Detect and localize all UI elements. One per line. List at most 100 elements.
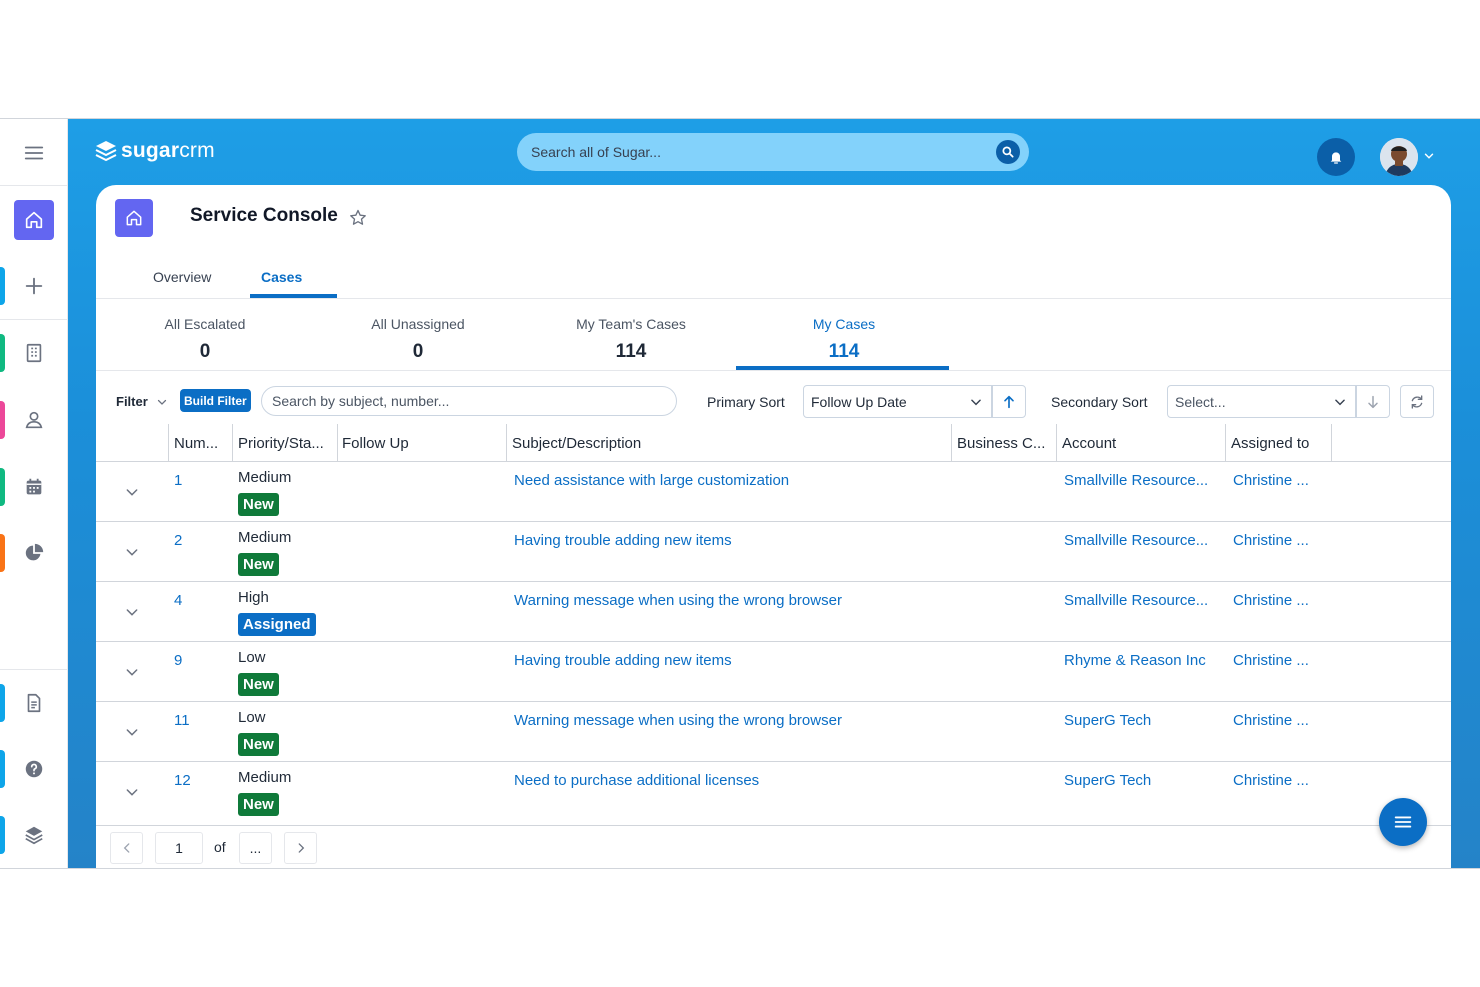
home-icon[interactable] [14,200,54,240]
case-number[interactable]: 2 [174,532,183,549]
stat-value: 0 [412,341,424,362]
assigned-user-link[interactable]: Christine ... [1233,472,1309,489]
chevron-down-icon [1335,399,1345,406]
account-link[interactable]: Smallville Resource... [1064,472,1209,489]
global-search-input[interactable] [531,144,971,160]
chevron-down-icon[interactable] [124,604,140,620]
table-row[interactable]: 4 High Assigned Warning message when usi… [96,581,1451,641]
chevron-down-icon[interactable] [124,544,140,560]
case-number[interactable]: 12 [174,772,191,789]
account-link[interactable]: Rhyme & Reason Inc [1064,652,1206,669]
sugarcrm-logo[interactable]: sugar crm [94,139,215,163]
assigned-user-link[interactable]: Christine ... [1233,652,1309,669]
stat-all-unassigned[interactable]: All Unassigned 0 [328,316,508,363]
primary-sort-direction[interactable] [992,385,1026,418]
primary-sort-label: Primary Sort [707,394,785,410]
table-row[interactable]: 12 Medium New Need to purchase additiona… [96,761,1451,821]
build-filter-button[interactable]: Build Filter [180,389,251,412]
stat-my-teams-cases[interactable]: My Team's Cases 114 [541,316,721,363]
case-subject-link[interactable]: Having trouble adding new items [514,652,732,669]
service-console-card: Service Console Overview Cases All Escal… [96,185,1451,868]
case-subject-link[interactable]: Need assistance with large customization [514,472,790,489]
bell-icon[interactable] [1317,138,1355,176]
table-row[interactable]: 11 Low New Warning message when using th… [96,701,1451,761]
next-page-button[interactable] [284,832,317,864]
case-search-input[interactable] [261,386,677,416]
building-icon[interactable] [14,333,54,373]
page-of-label: of [214,839,226,855]
chevron-left-icon [123,843,129,853]
case-subject-link[interactable]: Need to purchase additional licenses [514,772,760,789]
case-subject-link[interactable]: Warning message when using the wrong bro… [514,712,842,729]
plus-icon[interactable] [14,266,54,306]
table-row[interactable]: 9 Low New Having trouble adding new item… [96,641,1451,701]
column-account[interactable]: Account [1062,435,1117,452]
quick-actions-button[interactable] [1379,798,1427,846]
column-subject[interactable]: Subject/Description [512,435,642,452]
filter-dropdown[interactable]: Filter [116,394,168,409]
assigned-user-link[interactable]: Christine ... [1233,532,1309,549]
tab-overview[interactable]: Overview [153,269,212,285]
account-link[interactable]: SuperG Tech [1064,712,1152,729]
avatar[interactable] [1380,138,1418,176]
stat-label: My Cases [812,316,876,332]
case-subject-link[interactable]: Warning message when using the wrong bro… [514,592,842,609]
status-badge: New [238,733,279,756]
home-icon [115,199,153,237]
layers-icon[interactable] [14,815,54,855]
menu-icon [1394,816,1412,828]
secondary-sort-direction[interactable] [1356,385,1390,418]
column-assigned-to[interactable]: Assigned to [1231,435,1310,452]
current-page-input[interactable]: 1 [155,832,203,864]
chevron-down-icon[interactable] [1422,149,1436,168]
column-number[interactable]: Num... [174,435,219,452]
case-subject-link[interactable]: Having trouble adding new items [514,532,732,549]
account-link[interactable]: Smallville Resource... [1064,592,1209,609]
arrow-down-icon [1368,395,1378,408]
case-number[interactable]: 1 [174,472,183,489]
total-pages-button[interactable]: ... [239,832,272,864]
account-link[interactable]: Smallville Resource... [1064,532,1209,549]
calendar-icon[interactable] [14,467,54,507]
pie-chart-icon[interactable] [14,533,54,573]
case-priority: Low [238,709,266,726]
column-follow-up[interactable]: Follow Up [342,435,409,452]
star-icon[interactable] [348,208,368,233]
table-row[interactable]: 2 Medium New Having trouble adding new i… [96,521,1451,581]
chevron-down-icon[interactable] [124,724,140,740]
stat-my-cases[interactable]: My Cases 114 [754,316,934,363]
menu-icon[interactable] [14,133,54,173]
global-search[interactable] [517,133,1029,171]
chevron-down-icon[interactable] [124,484,140,500]
case-priority: Low [238,649,266,666]
primary-sort-select[interactable]: Follow Up Date [803,385,992,418]
search-icon[interactable] [996,140,1020,164]
case-number[interactable]: 9 [174,652,183,669]
pagination: 1 of ... [96,825,1451,868]
help-icon[interactable] [14,749,54,789]
chevron-down-icon[interactable] [124,664,140,680]
assigned-user-link[interactable]: Christine ... [1233,712,1309,729]
case-priority: Medium [238,769,292,786]
table-row[interactable]: 1 Medium New Need assistance with large … [96,461,1451,521]
account-link[interactable]: SuperG Tech [1064,772,1152,789]
chevron-down-icon[interactable] [124,784,140,800]
document-icon[interactable] [14,683,54,723]
assigned-user-link[interactable]: Christine ... [1233,592,1309,609]
secondary-sort-select[interactable]: Select... [1167,385,1356,418]
stat-label: All Escalated [164,316,246,332]
status-badge: Assigned [238,613,316,636]
stat-all-escalated[interactable]: All Escalated 0 [115,316,295,363]
case-number[interactable]: 4 [174,592,183,609]
stat-value: 114 [828,341,860,362]
person-icon[interactable] [14,400,54,440]
refresh-button[interactable] [1400,385,1434,418]
column-business-center[interactable]: Business C... [957,435,1046,452]
tab-cases[interactable]: Cases [261,269,303,285]
assigned-user-link[interactable]: Christine ... [1233,772,1309,789]
prev-page-button[interactable] [110,832,143,864]
refresh-icon [1411,394,1423,409]
column-priority-status[interactable]: Priority/Sta... [238,435,324,452]
case-priority: High [238,589,269,606]
case-number[interactable]: 11 [174,712,190,729]
